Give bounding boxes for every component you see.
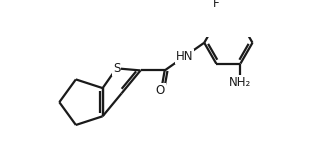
Text: O: O	[155, 84, 165, 97]
Text: S: S	[113, 62, 120, 75]
Text: HN: HN	[176, 50, 193, 63]
Text: F: F	[213, 0, 219, 10]
Text: NH₂: NH₂	[229, 76, 251, 89]
